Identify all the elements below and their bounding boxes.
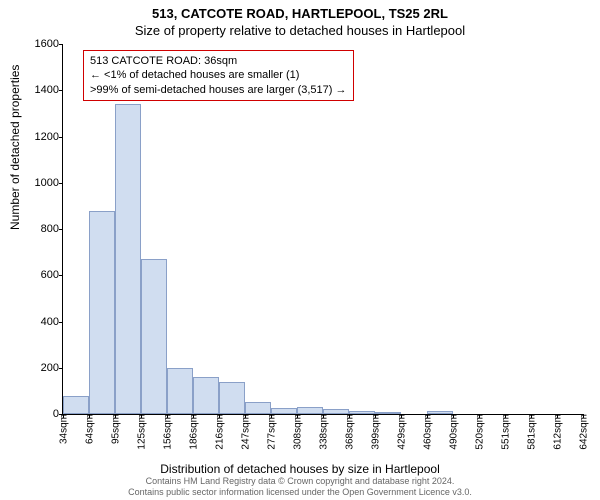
y-tick-mark [59,229,63,230]
y-tick-label: 1000 [19,177,63,189]
histogram-bar [63,396,89,415]
x-tick-label: 186sqm [187,414,200,450]
y-tick-label: 600 [19,269,63,281]
y-tick-label: 1400 [19,84,63,96]
footer-attribution: Contains HM Land Registry data © Crown c… [0,476,600,498]
x-tick-label: 64sqm [83,414,96,444]
x-tick-label: 95sqm [109,414,122,444]
x-tick-label: 399sqm [369,414,382,450]
histogram-bar [141,259,167,414]
x-axis-label: Distribution of detached houses by size … [0,462,600,476]
callout-line3: >99% of semi-detached houses are larger … [90,83,347,97]
x-tick-label: 34sqm [57,414,70,444]
x-tick-label: 612sqm [551,414,564,450]
y-tick-mark [59,275,63,276]
x-tick-label: 551sqm [499,414,512,450]
callout-box: 513 CATCOTE ROAD: 36sqm ← <1% of detache… [83,50,354,101]
x-tick-label: 125sqm [135,414,148,450]
x-tick-label: 277sqm [265,414,278,450]
histogram-bar [167,368,193,414]
histogram-bar [193,377,219,414]
title-address: 513, CATCOTE ROAD, HARTLEPOOL, TS25 2RL [0,0,600,21]
y-tick-mark [59,137,63,138]
footer-line2: Contains public sector information licen… [0,487,600,498]
x-tick-label: 642sqm [577,414,590,450]
chart-plot-area: 513 CATCOTE ROAD: 36sqm ← <1% of detache… [62,44,583,415]
x-tick-label: 247sqm [239,414,252,450]
histogram-bar [297,407,323,414]
histogram-bar [89,211,115,415]
y-tick-label: 800 [19,223,63,235]
callout-line2: ← <1% of detached houses are smaller (1) [90,68,347,82]
x-tick-label: 216sqm [213,414,226,450]
x-tick-label: 368sqm [343,414,356,450]
callout-line1: 513 CATCOTE ROAD: 36sqm [90,54,347,68]
y-tick-label: 1200 [19,131,63,143]
chart-container: 513, CATCOTE ROAD, HARTLEPOOL, TS25 2RL … [0,0,600,500]
y-tick-label: 1600 [19,38,63,50]
histogram-bar [219,382,245,414]
y-tick-mark [59,322,63,323]
x-tick-label: 156sqm [161,414,174,450]
y-tick-label: 200 [19,362,63,374]
y-tick-mark [59,44,63,45]
y-tick-mark [59,90,63,91]
x-tick-label: 520sqm [473,414,486,450]
x-tick-label: 338sqm [317,414,330,450]
x-tick-label: 308sqm [291,414,304,450]
histogram-bar [115,104,141,414]
y-tick-mark [59,368,63,369]
x-tick-label: 429sqm [395,414,408,450]
y-tick-mark [59,183,63,184]
y-tick-label: 400 [19,316,63,328]
x-tick-label: 460sqm [421,414,434,450]
histogram-bar [245,402,271,414]
footer-line1: Contains HM Land Registry data © Crown c… [0,476,600,487]
title-subtitle: Size of property relative to detached ho… [0,21,600,38]
x-tick-label: 490sqm [447,414,460,450]
x-tick-label: 581sqm [525,414,538,450]
